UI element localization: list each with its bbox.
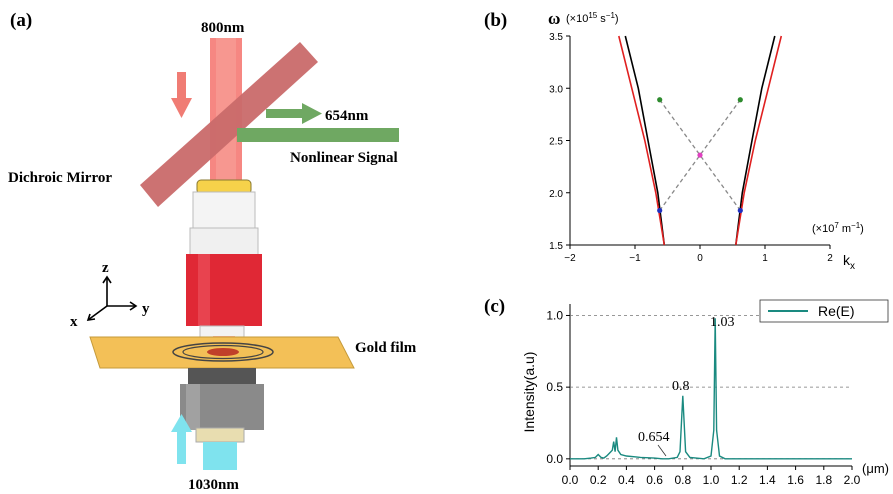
grating-ring — [172, 342, 274, 362]
panel-c-axes: 0.0 0.5 1.0 0.0 0.2 0.4 0.6 0.8 1.0 1.2 1.4 1.6 1.8 2… — [546, 304, 861, 487]
xunit-close: ) — [860, 223, 864, 235]
c-xtick-label: 0.8 — [674, 473, 691, 487]
b-ytick-label: 2.5 — [549, 137, 563, 148]
label-nonlinear-signal: Nonlinear Signal — [290, 150, 398, 166]
nonlinear-beam — [237, 128, 399, 142]
panel-b-plot — [618, 35, 783, 246]
objective-upper — [186, 179, 262, 339]
xlabel-main: k — [843, 252, 851, 268]
grating-ring-inner — [182, 344, 264, 360]
ann-1.03: 1.03 — [710, 315, 735, 330]
axis-z-label: z — [102, 260, 109, 276]
panel-a: (a) 800nm Dichroic Mirror Nonlinear Sign… — [8, 10, 417, 493]
arrow-up-cyan — [171, 414, 192, 464]
b-xtick-label: −1 — [629, 253, 641, 264]
b-dispersion-curve-1 — [618, 35, 666, 246]
panel-a-label: (a) — [10, 10, 32, 31]
b-xtick-label: 1 — [762, 253, 768, 264]
c-ytick-label: 0.5 — [546, 380, 563, 394]
panel-c-xunit: (μm) — [862, 461, 889, 476]
xunit-exp: 7 — [834, 221, 839, 230]
arrow-right-green — [266, 103, 322, 124]
label-800nm: 800nm — [201, 20, 245, 36]
xunit-inv: −1 — [851, 221, 861, 230]
label-gold-film: Gold film — [355, 340, 417, 356]
b-marker-point — [737, 97, 743, 103]
ylabel-inv: −1 — [606, 11, 616, 20]
b-marker-point — [697, 152, 703, 158]
c-xtick-label: 0.4 — [618, 473, 635, 487]
c-xtick-label: 1.6 — [787, 473, 804, 487]
c-xtick-label: 1.2 — [731, 473, 748, 487]
panel-c-plot — [570, 318, 852, 460]
c-xtick-label: 2.0 — [844, 473, 861, 487]
panel-b-xlabel: kx — [843, 252, 855, 272]
b-ytick-label: 3.5 — [549, 32, 563, 43]
c-xtick-label: 0.0 — [562, 473, 579, 487]
b-ytick-label: 1.5 — [549, 241, 563, 252]
axes-icon — [86, 275, 138, 321]
b-marker-point — [657, 207, 663, 214]
panel-c-legend: Re(E) — [759, 299, 889, 323]
axis-x-label: x — [70, 314, 78, 330]
ann-0.654-leader — [657, 444, 667, 457]
label-dichroic-mirror: Dichroic Mirror — [8, 170, 112, 186]
panel-c-label: (c) — [484, 296, 505, 317]
legend-label: Re(E) — [818, 303, 855, 319]
arrow-down-red — [171, 72, 192, 118]
b-ytick-label: 2.0 — [549, 189, 563, 200]
c-spectrum-line-0 — [570, 318, 852, 460]
b-ytick-label: 3.0 — [549, 84, 563, 95]
b-xtick-label: 2 — [827, 253, 833, 264]
focal-spot — [207, 348, 239, 356]
c-ytick-label: 1.0 — [546, 308, 563, 322]
panel-b-ylabel-symbol: ω — [548, 9, 560, 28]
panel-b-ylabel-unit: (×1015 s−1) — [566, 11, 619, 25]
b-marker-point — [737, 207, 743, 214]
c-xtick-label: 1.0 — [703, 473, 720, 487]
c-xtick-label: 1.4 — [759, 473, 776, 487]
xunit-post: m — [839, 223, 851, 235]
b-dashed-line — [659, 99, 741, 211]
ylabel-exp: 15 — [588, 11, 597, 20]
b-marker-point — [657, 97, 663, 103]
panel-b: (b) ω (×1015 s−1) (×107 m−1) kx 1.52.02.… — [484, 9, 864, 272]
b-xtick-label: 0 — [697, 253, 703, 264]
beam-1030 — [203, 442, 237, 470]
objective-lower — [180, 368, 264, 443]
ylabel-close: ) — [615, 13, 619, 25]
xunit-pre: (×10 — [812, 223, 834, 235]
panel-b-axes: 1.5 2.0 2.5 3.0 3.5 −2 −1 0 1 2 — [549, 32, 833, 264]
ann-0.654: 0.654 — [638, 430, 670, 445]
dichroic-mirror — [140, 42, 318, 207]
c-ytick-label: 0.0 — [546, 452, 563, 466]
c-xtick-label: 1.8 — [815, 473, 832, 487]
panel-c: (c) Intensity(a.u) (μm) 0.00.51.00.0 0.2 0… — [484, 296, 889, 487]
label-1030nm: 1030nm — [188, 477, 239, 493]
ylabel-unit-pre: (×10 — [566, 13, 588, 25]
axis-y-label: y — [142, 301, 150, 317]
ylabel-unit-post: s — [597, 13, 606, 25]
label-654nm: 654nm — [325, 108, 369, 124]
b-dispersion-curve-3 — [735, 35, 783, 246]
panel-c-ylabel: Intensity(a.u) — [521, 352, 537, 433]
panel-b-xunit: (×107 m−1) — [812, 221, 864, 235]
ann-0.8: 0.8 — [672, 379, 690, 394]
b-dashed-line — [659, 99, 741, 211]
xlabel-sub: x — [850, 261, 855, 272]
c-xtick-label: 0.6 — [646, 473, 663, 487]
b-xtick-label: −2 — [564, 253, 576, 264]
panel-b-label: (b) — [484, 10, 507, 31]
c-xtick-label: 0.2 — [590, 473, 607, 487]
